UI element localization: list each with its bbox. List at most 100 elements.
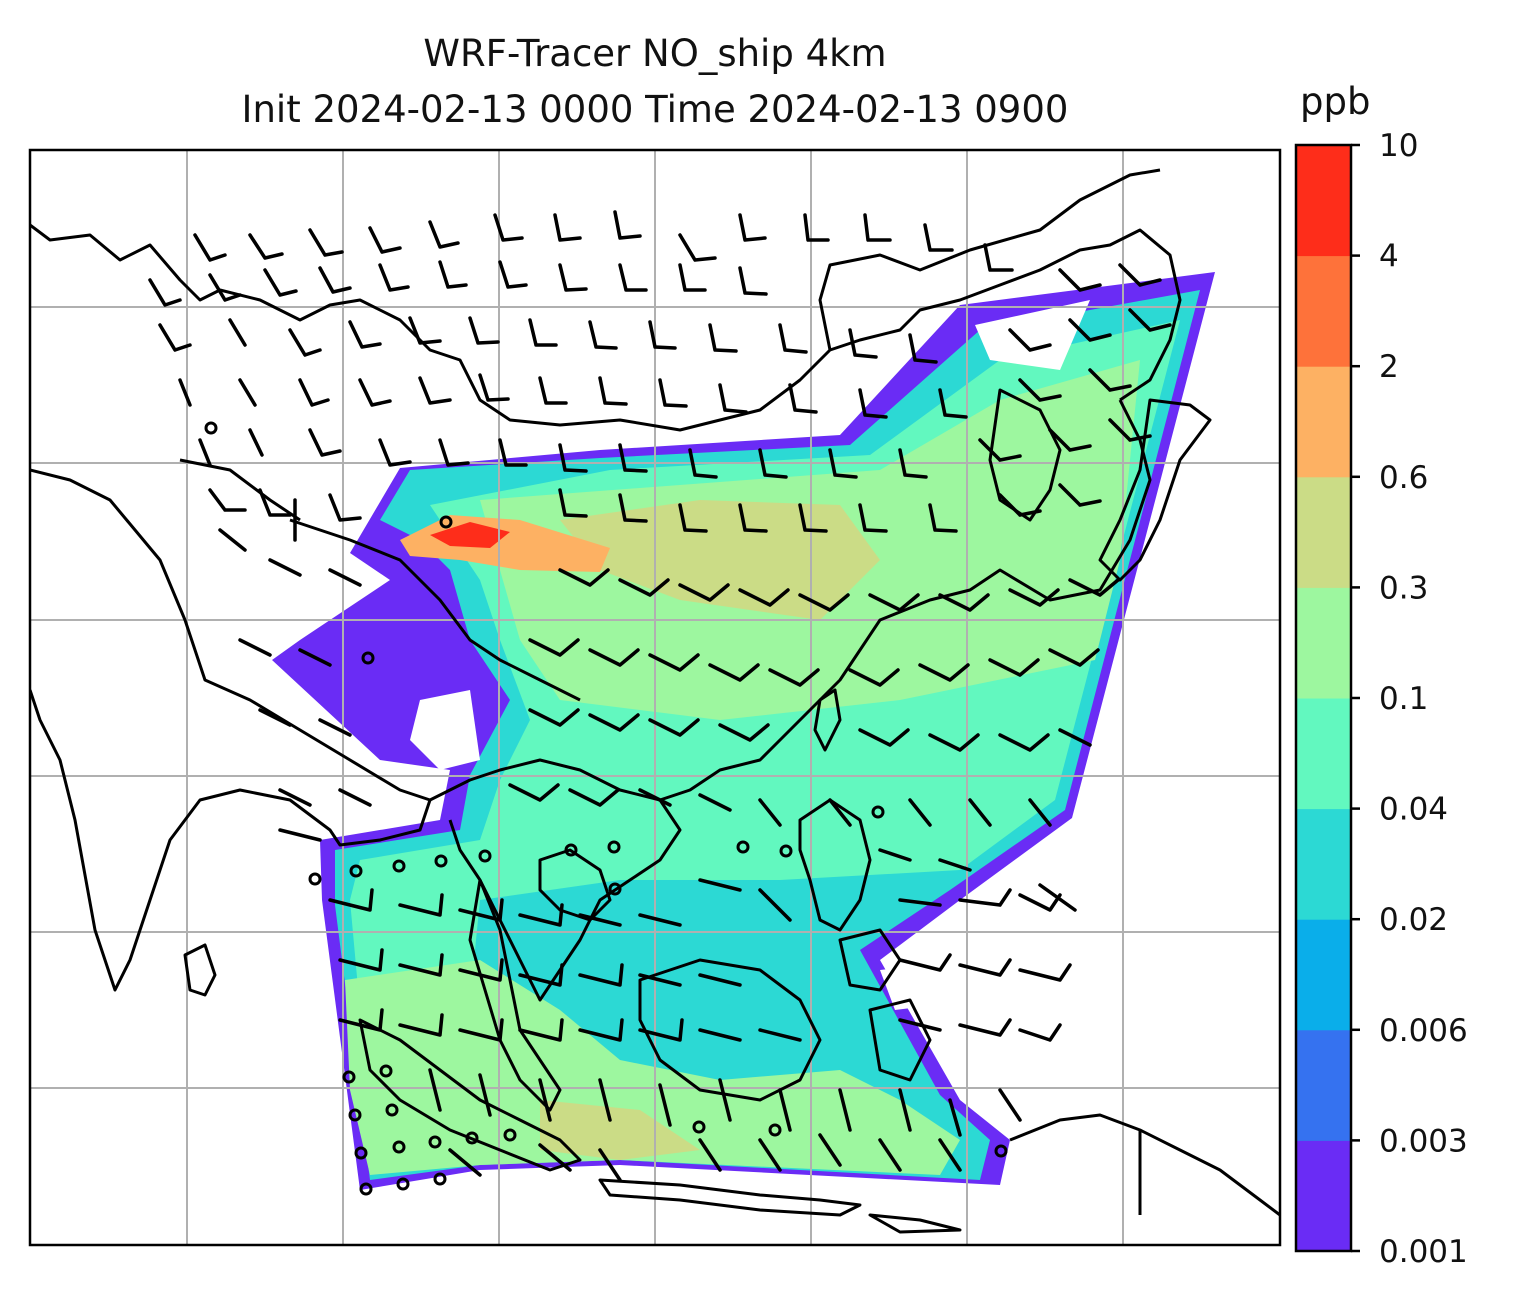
wind-barb: [648, 653, 700, 672]
colorbar-segment: [1296, 1029, 1351, 1141]
wind-barb: [938, 858, 972, 872]
wind-barb: [898, 1088, 912, 1132]
wind-barb: [678, 583, 730, 602]
colorbar-tick-label: 0.6: [1379, 460, 1428, 496]
calm-wind-marker: [349, 864, 363, 878]
wind-barb: [598, 1078, 612, 1122]
wind-barb: [908, 798, 932, 827]
colorbar-tick-label: 0.001: [1379, 1234, 1468, 1270]
wind-barb: [738, 266, 768, 296]
wind-barb: [698, 1028, 742, 1042]
wind-barb: [998, 733, 1050, 752]
wind-barb: [898, 1018, 942, 1032]
wind-barb: [498, 260, 528, 289]
wind-barb: [638, 973, 682, 987]
wind-barb: [588, 713, 640, 732]
map-title-line2: Init 2024-02-13 0000 Time 2024-02-13 090…: [241, 88, 1069, 131]
wind-barb: [1018, 378, 1062, 402]
wind-barb: [278, 828, 322, 842]
wind-barb: [408, 316, 442, 345]
field-gap-east: [880, 965, 935, 1010]
calm-wind-marker: [433, 1172, 447, 1186]
wind-barb: [1108, 418, 1152, 442]
wind-barb: [758, 888, 792, 922]
wind-barb: [718, 723, 770, 742]
coastline-china-east: [659, 399, 1152, 802]
wind-barb: [438, 438, 470, 467]
coastline-arabia-north: [30, 223, 1182, 432]
coastline-borneo: [638, 958, 822, 1102]
wind-barb: [553, 213, 582, 242]
colorbar-unit-label: ppb: [1300, 80, 1371, 123]
wind-barb: [468, 316, 500, 345]
wind-barb: [368, 226, 402, 254]
wind-barb: [938, 1138, 962, 1172]
wind-barb: [868, 593, 920, 612]
colorbar-tick-label: 10: [1379, 128, 1418, 164]
wind-barb: [558, 488, 588, 518]
wind-barb: [338, 788, 372, 807]
wind-barb: [688, 448, 718, 479]
wind-barb: [318, 718, 352, 737]
calm-wind-marker: [478, 849, 492, 863]
wind-barb: [708, 663, 760, 682]
wind-barb: [518, 903, 564, 927]
wind-barb: [218, 528, 247, 552]
wind-barb: [588, 648, 640, 667]
calm-wind-marker: [439, 515, 453, 529]
wind-barb: [983, 243, 1014, 272]
wind-barb: [228, 318, 247, 347]
gridlines: [30, 150, 1280, 1245]
colorbar-tick-label: 0.04: [1379, 792, 1448, 828]
field-band-red: [430, 522, 510, 548]
wind-barb: [978, 438, 1022, 462]
wind-barb: [328, 493, 362, 522]
wind-barb: [318, 266, 352, 294]
coastline-korea: [988, 388, 1062, 522]
wind-barb: [718, 383, 748, 414]
wind-barb: [1128, 308, 1172, 332]
wind-barb: [863, 213, 892, 242]
wind-barb: [258, 488, 292, 517]
wind-barb: [798, 503, 828, 533]
wind-barb: [798, 593, 850, 612]
wind-barb: [738, 213, 767, 242]
wind-barb: [478, 1073, 492, 1117]
wind-barb: [538, 1143, 572, 1172]
wind-barb: [618, 263, 648, 292]
wind-barb: [878, 848, 912, 862]
wind-barb: [638, 913, 682, 927]
wind-barb: [758, 1138, 782, 1172]
wind-barb: [398, 1013, 444, 1037]
wind-barbs: [148, 210, 1172, 1182]
calm-wind-marker: [379, 1064, 393, 1078]
wind-barb: [498, 438, 528, 467]
wind-barb: [918, 663, 970, 682]
coastline-india: [30, 468, 432, 992]
wind-barb: [778, 323, 808, 354]
calm-wind-marker: [359, 1182, 373, 1196]
colorbar-tick-label: 0.02: [1379, 902, 1448, 938]
wind-barb: [528, 638, 580, 657]
colorbar-segment: [1296, 698, 1351, 810]
wind-barb: [268, 558, 302, 577]
calm-wind-markers: [204, 421, 1008, 1196]
wind-barb: [328, 568, 362, 587]
wind-barb: [508, 783, 560, 802]
wind-barb: [148, 278, 182, 307]
border-china-west: [289, 518, 581, 702]
wind-barb: [1048, 648, 1100, 667]
coastline-philippines-south: [838, 928, 902, 992]
wind-barb: [578, 1018, 624, 1042]
wind-barb: [1038, 883, 1077, 912]
wind-barb: [518, 1018, 564, 1042]
coastline-lesser-sunda: [868, 1213, 962, 1234]
wind-barb: [1058, 728, 1092, 747]
wind-barb: [208, 273, 242, 302]
field-band-yellow-south: [540, 1100, 700, 1160]
wind-barb: [1008, 328, 1052, 352]
wind-barb: [398, 953, 444, 977]
wind-barb: [968, 798, 992, 827]
wind-barb: [678, 233, 717, 262]
